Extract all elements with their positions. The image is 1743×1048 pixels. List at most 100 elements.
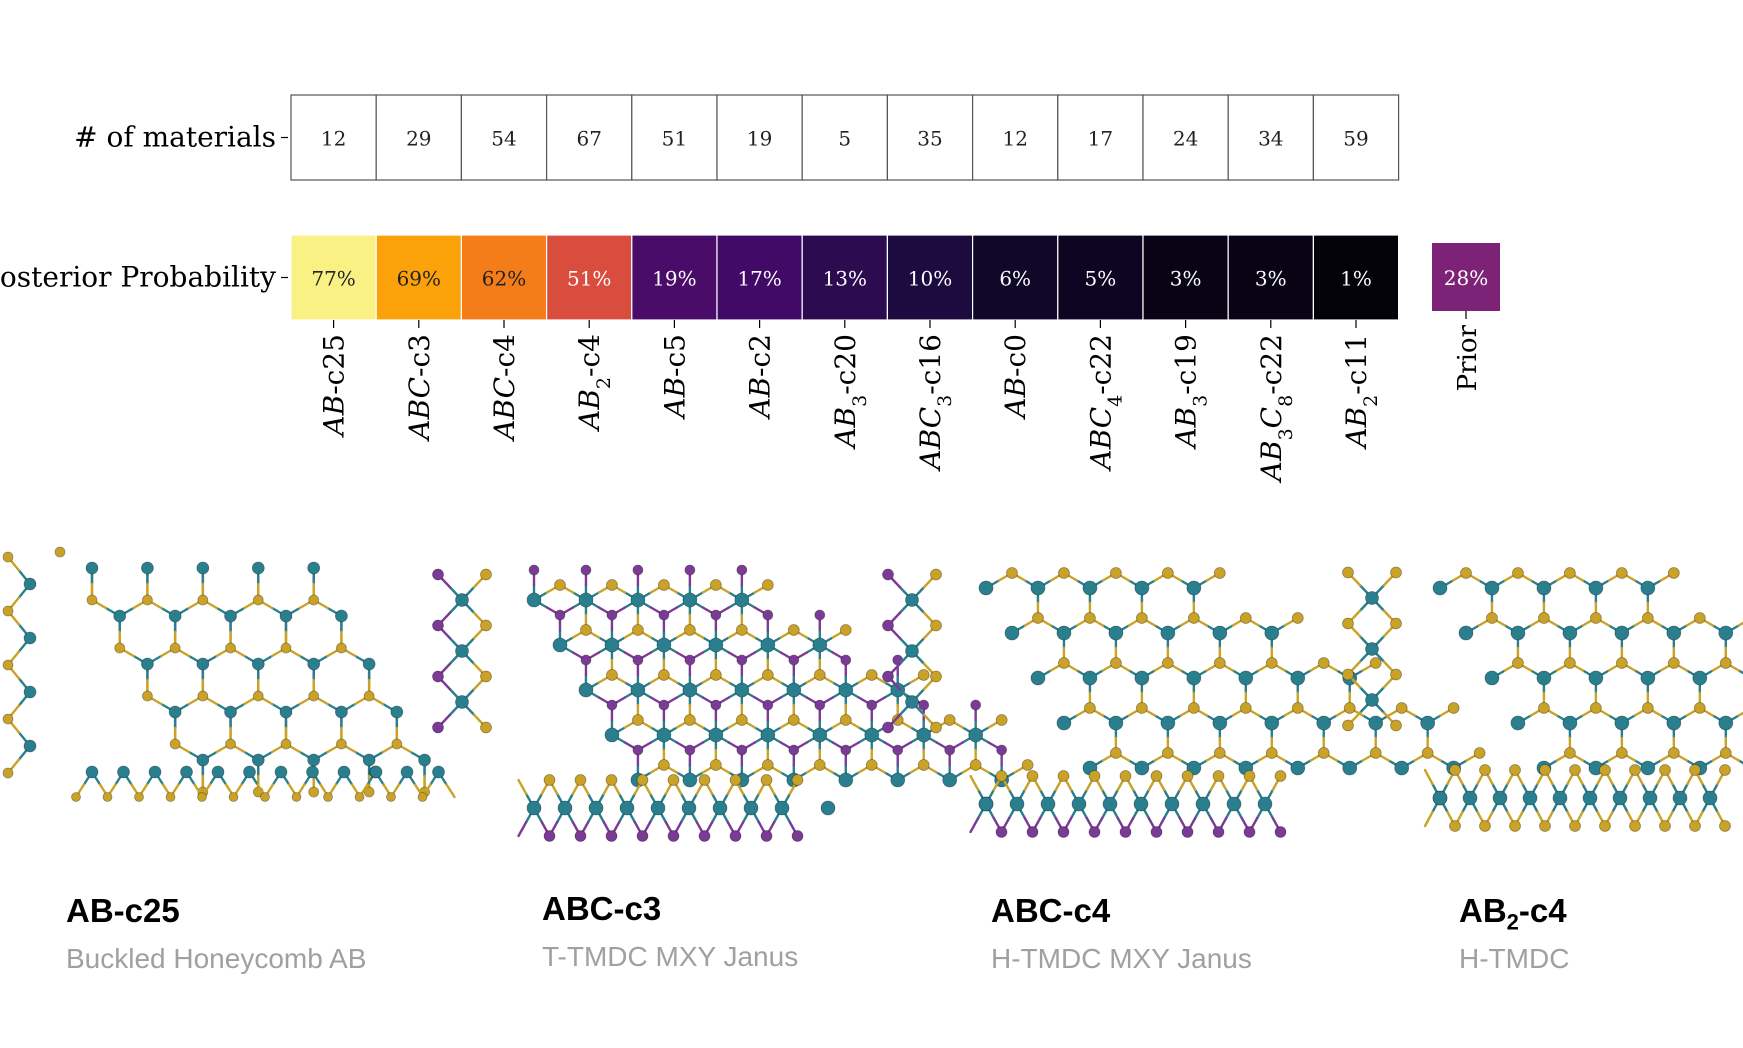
atom — [709, 759, 722, 771]
atom — [1539, 820, 1551, 832]
atom — [683, 624, 696, 636]
atom — [1718, 715, 1734, 731]
atom — [1667, 747, 1680, 759]
atom — [1181, 770, 1194, 782]
atom — [684, 564, 696, 576]
atom — [1365, 642, 1379, 656]
atom — [1212, 715, 1228, 731]
atom — [1365, 591, 1379, 605]
atom — [1056, 625, 1072, 641]
atom — [180, 765, 193, 779]
atom — [1692, 670, 1708, 686]
atom — [1088, 770, 1101, 782]
atom — [865, 669, 878, 681]
atom — [995, 714, 1008, 726]
atom — [1265, 747, 1278, 759]
atom — [432, 619, 444, 632]
atom — [1599, 820, 1611, 832]
atom — [480, 670, 492, 683]
atom — [1030, 670, 1046, 686]
atom — [762, 699, 774, 711]
atom — [554, 609, 566, 621]
atom — [1666, 625, 1682, 641]
atom — [279, 705, 293, 719]
atom — [1510, 715, 1526, 731]
atom — [619, 800, 635, 816]
x-tick-label: ABC-c4 — [488, 334, 521, 443]
atom — [337, 765, 351, 779]
atom — [1432, 580, 1448, 596]
atom — [336, 738, 347, 750]
atom — [417, 792, 428, 802]
atom — [1641, 612, 1654, 624]
atom — [1666, 715, 1682, 731]
atom — [1689, 764, 1701, 776]
atom — [1057, 770, 1070, 782]
atom — [1239, 702, 1252, 714]
atom — [1291, 702, 1304, 714]
atom — [1693, 702, 1706, 714]
atom — [1539, 764, 1551, 776]
x-tick-label: ABC-c3 — [403, 334, 436, 443]
posterior-value: 62% — [482, 267, 526, 291]
atom — [386, 792, 396, 802]
atom — [1588, 670, 1604, 686]
atom — [605, 830, 618, 842]
structure-title-abc-c3: ABC-c3 — [542, 890, 662, 927]
atom — [432, 721, 444, 734]
posterior-value: 3% — [1255, 267, 1287, 291]
atom — [197, 594, 209, 606]
atom — [554, 579, 566, 591]
atom — [1134, 670, 1150, 686]
atom — [1394, 760, 1410, 776]
x-tick-label: AB3C8-c22 — [1255, 334, 1297, 484]
atom — [1264, 625, 1280, 641]
posterior-value: 3% — [1170, 267, 1202, 291]
atom — [23, 631, 37, 645]
atom — [1449, 820, 1461, 832]
atom — [363, 786, 375, 798]
atom — [1390, 617, 1402, 630]
atom — [605, 774, 618, 786]
atom — [196, 753, 210, 767]
atom — [1342, 719, 1354, 732]
atom — [606, 609, 618, 621]
atom — [85, 765, 99, 779]
posterior-value: 1% — [1340, 267, 1372, 291]
atom — [580, 624, 592, 636]
atom — [142, 690, 153, 702]
atom — [308, 786, 320, 798]
atom — [1564, 567, 1576, 579]
count-value: 29 — [406, 127, 431, 151]
atom — [1642, 790, 1658, 806]
row-label-1: Posterior Probability — [0, 261, 276, 294]
atom — [1569, 764, 1581, 776]
atom — [1161, 657, 1174, 669]
x-tick-label: ABC4-c22 — [1084, 334, 1126, 473]
atom — [606, 579, 618, 591]
count-value: 51 — [662, 127, 687, 151]
atom — [978, 796, 994, 812]
atom — [1119, 826, 1132, 838]
atom — [1390, 566, 1402, 579]
count-cell — [886, 94, 974, 181]
atom — [978, 580, 994, 596]
atom — [557, 800, 573, 816]
atom — [1365, 693, 1379, 707]
atom — [291, 792, 302, 802]
atom — [1368, 715, 1384, 731]
structure-subtitle-ab-c25: Buckled Honeycomb AB — [66, 943, 367, 974]
structure-ab2-c4 — [1342, 566, 1743, 832]
atom — [1213, 567, 1226, 579]
atom — [86, 594, 98, 606]
atom — [1108, 625, 1124, 641]
count-cell — [1142, 94, 1229, 181]
atom — [1181, 826, 1194, 838]
atom — [1021, 759, 1034, 771]
atom — [1186, 670, 1202, 686]
atom — [1564, 657, 1576, 669]
atom — [1213, 747, 1226, 759]
atom — [1102, 796, 1118, 812]
atom — [882, 568, 894, 581]
atom — [1342, 566, 1354, 579]
